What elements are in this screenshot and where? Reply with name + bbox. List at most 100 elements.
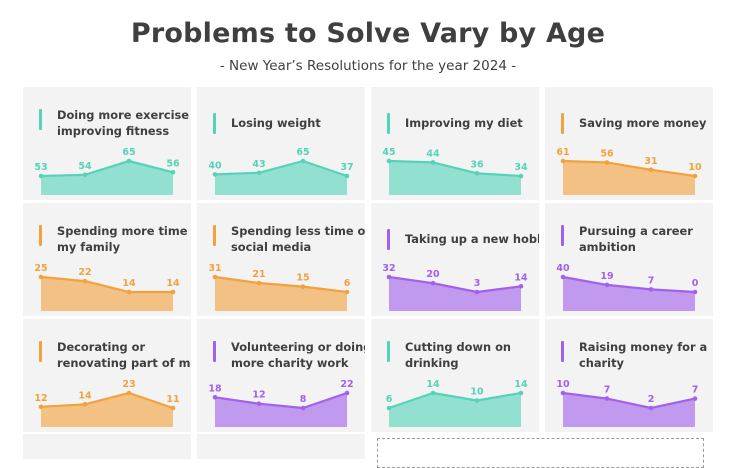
- data-label: 14: [166, 278, 180, 289]
- data-point: [648, 405, 654, 411]
- series-line: [214, 275, 348, 294]
- data-point: [82, 402, 88, 407]
- data-point: [430, 160, 436, 165]
- data-label: 22: [340, 379, 353, 390]
- data-point: [256, 401, 262, 406]
- data-point: [604, 282, 610, 288]
- data-point: [560, 158, 566, 164]
- area-chart-losing-weight: 40 43 65 37: [208, 147, 354, 195]
- chart-title: Volunteering or doing more charity work: [231, 340, 365, 370]
- category-color-bar: [213, 225, 216, 246]
- data-label: 19: [600, 271, 613, 282]
- panel-losing-weight: Losing weight 40 43 65 37: [197, 87, 365, 200]
- data-point: [126, 158, 132, 164]
- data-label: 22: [78, 267, 91, 278]
- series-line: [562, 391, 696, 410]
- data-point: [82, 172, 88, 178]
- data-point: [126, 289, 132, 295]
- data-label: 65: [122, 147, 135, 158]
- data-label: 14: [426, 379, 440, 390]
- panel-spending-less-time-on-social-media: Spending less time on social media 31 21 15 6: [197, 203, 365, 316]
- series-line: [214, 391, 348, 410]
- data-label: 65: [296, 147, 309, 158]
- area-chart-raising-money-for-a-charity: 10 7 2 7: [556, 379, 699, 427]
- series-line: [562, 275, 696, 294]
- data-label: 10: [556, 379, 570, 390]
- panel-pursuing-a-career-ambition: Pursuing a career ambition 40 19 7 0: [545, 203, 713, 316]
- chart-title: Spending less time on social media: [231, 224, 365, 254]
- area-chart-spending-more-time-with-my-family: 25 22 14 14: [34, 263, 180, 311]
- data-label: 14: [122, 278, 136, 289]
- data-label: 7: [692, 385, 699, 396]
- series-line: [562, 159, 696, 178]
- area-fill: [563, 161, 695, 195]
- chart-title: Raising money for a charity: [579, 340, 708, 370]
- data-point: [82, 278, 88, 284]
- data-label: 14: [78, 390, 92, 401]
- area-chart-taking-up-a-new-hobby: 32 20 3 14: [382, 263, 528, 311]
- data-point: [212, 395, 218, 400]
- area-fill: [41, 393, 173, 427]
- data-label: 15: [296, 273, 309, 284]
- data-point: [560, 274, 566, 280]
- series-line: [388, 159, 522, 178]
- chart-title: Taking up a new hobby: [405, 232, 539, 246]
- data-point: [344, 289, 350, 295]
- chart-title: Cutting down on drinking: [405, 340, 512, 370]
- data-point: [212, 274, 218, 280]
- data-point: [518, 173, 524, 179]
- area-chart-doing-more-exercise-or-improving-fitness: 53 54 65 56: [34, 147, 180, 195]
- dashed-placeholder-box: [377, 438, 704, 468]
- category-color-bar: [387, 113, 390, 134]
- data-label: 2: [648, 394, 655, 405]
- data-point: [648, 287, 654, 292]
- panel-doing-more-exercise-or-improving-fitness: Doing more exercise orimproving fitness 5…: [23, 87, 191, 200]
- page-title: Problems to Solve Vary by Age: [130, 18, 606, 49]
- data-label: 3: [474, 278, 481, 289]
- data-label: 54: [78, 161, 92, 172]
- category-color-bar: [561, 225, 564, 246]
- series-line: [40, 275, 173, 294]
- page-subtitle: - New Year’s Resolutions for the year 20…: [219, 58, 517, 74]
- category-color-bar: [39, 341, 42, 362]
- data-label: 11: [166, 394, 179, 405]
- area-fill: [215, 277, 347, 311]
- data-label: 36: [470, 159, 484, 170]
- area-chart-cutting-down-on-drinking: 6 14 10 14: [386, 379, 528, 427]
- category-color-bar: [387, 341, 390, 362]
- data-point: [386, 158, 392, 164]
- category-color-bar: [39, 225, 42, 246]
- area-fill: [563, 393, 695, 427]
- data-point: [692, 173, 698, 179]
- panel-volunteering-or-doing-more-charity-work: Volunteering or doing more charity work 18…: [197, 319, 365, 432]
- data-point: [474, 398, 480, 403]
- data-point: [170, 405, 176, 411]
- area-chart-pursuing-a-career-ambition: 40 19 7 0: [556, 263, 699, 311]
- category-color-bar: [561, 341, 564, 362]
- data-point: [560, 390, 566, 396]
- area-fill: [389, 161, 521, 195]
- data-label: 31: [208, 263, 221, 274]
- panel-cropped-2: [197, 434, 365, 459]
- series-line: [388, 391, 522, 410]
- data-point: [604, 396, 610, 401]
- series-line: [40, 159, 174, 178]
- area-chart-decorating-or-renovating-part-of-my-home: 12 14 23 11: [34, 379, 180, 427]
- series-line: [388, 275, 522, 294]
- panel-taking-up-a-new-hobby: Taking up a new hobby 32 20 3 14: [371, 203, 539, 316]
- data-point: [386, 274, 392, 280]
- area-chart-volunteering-or-doing-more-charity-work: 18 12 8 22: [208, 379, 354, 427]
- area-fill: [41, 277, 173, 311]
- chart-title: Doing more exercise orimproving fitness: [57, 108, 191, 138]
- data-point: [300, 405, 306, 411]
- data-point: [518, 390, 524, 396]
- area-fill: [41, 161, 173, 195]
- category-color-bar: [213, 341, 216, 362]
- data-label: 61: [556, 147, 569, 158]
- data-label: 21: [252, 269, 265, 280]
- data-point: [38, 173, 44, 179]
- panel-improving-my-diet: Improving my diet 45 44 36 34: [371, 87, 539, 200]
- area-fill: [389, 277, 521, 311]
